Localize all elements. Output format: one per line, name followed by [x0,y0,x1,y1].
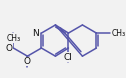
Text: N: N [32,29,39,38]
Text: CH₃: CH₃ [6,34,21,43]
Text: O: O [24,57,31,66]
Text: Cl: Cl [64,53,73,62]
Text: CH₃: CH₃ [112,29,126,38]
Text: O: O [5,44,12,53]
